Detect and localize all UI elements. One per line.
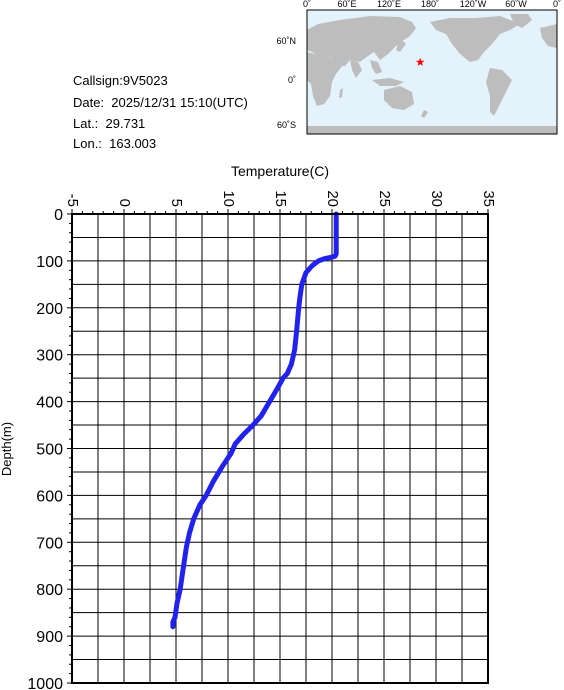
y-tick-label: 800 xyxy=(36,582,63,599)
longitude-text: Lon.: 163.003 xyxy=(73,136,157,151)
land-india xyxy=(350,60,362,78)
land-south-america xyxy=(486,68,512,116)
y-axis-label: Depth(m) xyxy=(0,422,14,476)
map-frame xyxy=(306,9,558,135)
x-tick-label: 25 xyxy=(376,190,393,207)
y-tick-label: 1000 xyxy=(27,676,63,690)
land-antarctica xyxy=(307,126,557,134)
x-tick-label: -5 xyxy=(64,194,81,207)
date-text: Date: 2025/12/31 15:10(UTC) xyxy=(73,95,248,110)
y-tick-labels: 0 100 200 300 400 500 600 700 800 900 1000 xyxy=(27,207,63,690)
x-tick-labels: -5 0 5 10 15 20 25 30 35 xyxy=(64,190,497,207)
x-tick-label: 10 xyxy=(220,190,237,207)
station-marker-star xyxy=(415,57,425,66)
y-tick-label: 400 xyxy=(36,395,63,412)
map-lat-label: 60˚S xyxy=(277,120,296,130)
plot-frame xyxy=(71,213,489,684)
grid-lines xyxy=(71,213,489,684)
land-australia xyxy=(384,86,414,110)
land-seasia xyxy=(370,60,404,86)
y-tick-label: 900 xyxy=(36,629,63,646)
y-tick-label: 300 xyxy=(36,348,63,365)
y-tick-label: 600 xyxy=(36,488,63,505)
map-lon-label: 120˚E xyxy=(377,0,401,9)
x-tick-label: 15 xyxy=(272,190,289,207)
x-tick-label: 0 xyxy=(116,199,133,207)
land-japan xyxy=(396,38,406,52)
land-eurasia xyxy=(307,16,416,66)
axis-ticks xyxy=(67,209,489,684)
land-north-america xyxy=(430,16,520,62)
land-africa xyxy=(307,52,342,106)
y-tick-label: 200 xyxy=(36,301,63,318)
x-tick-label: 20 xyxy=(324,190,341,207)
map-lon-label: 0˚ xyxy=(553,0,561,9)
x-tick-label: 35 xyxy=(480,190,497,207)
station-marker-icon xyxy=(415,57,425,66)
y-tick-label: 100 xyxy=(36,254,63,271)
land-europe-east-edge xyxy=(540,24,557,48)
map-tick-labels: 0˚ 60˚E 120˚E 180˚ 120˚W 60˚W 0˚ 60˚N 0˚ 60˚S xyxy=(276,0,561,130)
map-lat-label: 60˚N xyxy=(276,36,296,46)
x-tick-label: 30 xyxy=(428,190,445,207)
map-lon-label: 0˚ xyxy=(303,0,311,9)
y-tick-label: 500 xyxy=(36,442,63,459)
land-new-zealand xyxy=(421,110,428,118)
callsign-text: Callsign:9V5023 xyxy=(73,73,168,88)
latitude-text: Lat.: 29.731 xyxy=(73,116,146,131)
temperature-profile-line xyxy=(170,211,339,630)
y-tick-label: 700 xyxy=(36,535,63,552)
x-axis-label: Temperature(C) xyxy=(231,163,329,179)
x-tick-label: 5 xyxy=(168,199,185,207)
landmasses xyxy=(307,14,557,134)
land-madagascar xyxy=(339,88,343,98)
map-lon-label: 180˚ xyxy=(421,0,439,9)
world-map: 0˚ 60˚E 120˚E 180˚ 120˚W 60˚W 0˚ 60˚N 0˚ 60˚S xyxy=(276,0,561,135)
map-lat-label: 0˚ xyxy=(288,75,296,85)
map-lon-label: 60˚W xyxy=(505,0,527,9)
land-greenland xyxy=(510,14,532,28)
map-lon-label: 60˚E xyxy=(337,0,356,9)
map-lon-label: 120˚W xyxy=(460,0,487,9)
y-tick-label: 0 xyxy=(54,207,63,224)
